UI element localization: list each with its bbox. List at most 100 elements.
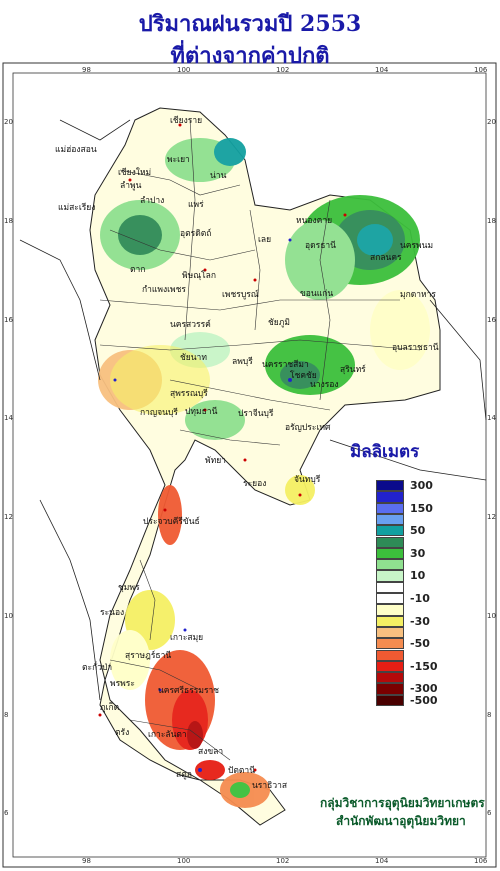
lon-tick: 104 bbox=[375, 857, 389, 865]
place-label: ประจวบคีรีขันธ์ bbox=[143, 517, 200, 527]
lat-tick: 10 bbox=[4, 612, 13, 620]
place-label: ภูเก็ต bbox=[100, 703, 120, 713]
place-label: เลย bbox=[258, 235, 272, 245]
place-label: นราธิวาส bbox=[252, 781, 288, 791]
place-label: พัทยา bbox=[205, 456, 226, 466]
lat-tick: 8 bbox=[487, 711, 492, 719]
legend-label: -30 bbox=[410, 614, 430, 628]
lat-tick: 18 bbox=[4, 217, 13, 225]
lat-tick: 14 bbox=[4, 414, 13, 422]
lat-tick: 14 bbox=[487, 414, 496, 422]
legend-swatch bbox=[376, 593, 404, 605]
place-label: ตาก bbox=[130, 265, 146, 275]
place-label: เชียงราย bbox=[170, 116, 203, 126]
place-label: อรัญประเทศ bbox=[285, 423, 331, 433]
place-label: ปราจีนบุรี bbox=[238, 409, 274, 419]
anomaly-patches bbox=[98, 138, 430, 808]
legend-swatch bbox=[376, 672, 404, 684]
lon-tick: 100 bbox=[177, 66, 191, 74]
legend-label: -50 bbox=[410, 637, 430, 651]
place-label: ปทุมธานี bbox=[185, 407, 218, 417]
legend-label: 300 bbox=[410, 479, 433, 492]
place-label: อุตรดิตถ์ bbox=[180, 229, 212, 239]
legend-swatch bbox=[376, 660, 404, 673]
credit-line-2: สำนักพัฒนาอุตุนิยมวิทยา bbox=[336, 814, 466, 828]
place-label: สุรินทร์ bbox=[340, 365, 366, 375]
place-label: สุพรรณบุรี bbox=[170, 389, 208, 399]
place-label: กำแพงเพชร bbox=[142, 285, 186, 295]
place-label: อุดรธานี bbox=[305, 241, 336, 251]
legend-swatch bbox=[376, 626, 404, 639]
place-label: นครพนม bbox=[400, 241, 434, 251]
lat-tick: 8 bbox=[4, 711, 9, 719]
place-label: เชียงใหม่ bbox=[118, 168, 152, 178]
lon-tick: 102 bbox=[276, 857, 290, 865]
legend-swatch bbox=[376, 694, 404, 706]
legend-swatch bbox=[376, 513, 404, 526]
lon-tick: 98 bbox=[82, 857, 91, 865]
place-label: ลพบุรี bbox=[232, 357, 253, 367]
legend-label: 150 bbox=[410, 501, 433, 515]
place-label: ขอนแก่น bbox=[300, 289, 334, 299]
place-label: น่าน bbox=[210, 171, 227, 181]
place-label: เกาะสมุย bbox=[170, 633, 204, 643]
place-label: เพชรบูรณ์ bbox=[222, 290, 259, 300]
place-label: แพร่ bbox=[188, 200, 204, 210]
lat-tick: 6 bbox=[4, 809, 9, 817]
legend-label: -500 bbox=[410, 693, 438, 707]
place-label: ลำปาง bbox=[140, 196, 165, 206]
legend-swatch bbox=[376, 615, 404, 627]
legend-swatch bbox=[376, 638, 404, 650]
place-label: อุบลราชธานี bbox=[392, 343, 439, 353]
legend-swatch bbox=[376, 649, 404, 661]
place-label: สุราษฎร์ธานี bbox=[125, 651, 172, 661]
map-subtitle: ที่ต่างจากค่าปกติ bbox=[170, 43, 330, 69]
lon-tick: 106 bbox=[474, 66, 488, 74]
legend-label: -150 bbox=[410, 659, 438, 673]
place-label: สงขลา bbox=[198, 747, 224, 757]
legend-swatch bbox=[376, 525, 404, 537]
province-boundaries bbox=[99, 119, 421, 761]
place-label: พรพระ bbox=[110, 679, 135, 689]
place-label: ตะกั่วป่า bbox=[82, 663, 113, 673]
legend-swatch bbox=[376, 683, 404, 695]
legend-swatch bbox=[376, 559, 404, 571]
place-label: ระยอง bbox=[243, 479, 267, 489]
place-label: นางรอง bbox=[310, 380, 339, 390]
legend-label: -300 bbox=[410, 682, 438, 696]
lon-tick: 98 bbox=[82, 66, 91, 74]
place-label: พะเยา bbox=[167, 155, 190, 165]
lat-tick: 20 bbox=[487, 118, 496, 126]
place-label: กาญจนบุรี bbox=[140, 408, 178, 418]
legend-swatch bbox=[376, 480, 404, 492]
lat-tick: 12 bbox=[4, 513, 13, 521]
place-label: แม่ฮ่องสอน bbox=[55, 145, 97, 155]
station-dots bbox=[98, 123, 347, 772]
place-label: มุกดาหาร bbox=[400, 290, 436, 300]
country-outline bbox=[89, 107, 441, 826]
map-title: ปริมาณฝนรวมปี 2553 bbox=[138, 11, 362, 37]
lat-tick: 12 bbox=[487, 513, 496, 521]
legend-swatch bbox=[376, 547, 404, 560]
place-label: นครราชสีมา bbox=[262, 360, 309, 370]
lon-tick: 102 bbox=[276, 66, 290, 74]
place-label: จันทบุรี bbox=[294, 475, 321, 485]
place-label: ลำพูน bbox=[120, 181, 142, 191]
place-label: ปัตตานี bbox=[228, 766, 256, 776]
legend-swatch bbox=[376, 604, 404, 616]
lat-tick: 18 bbox=[487, 217, 496, 225]
legend-swatch bbox=[376, 536, 404, 548]
place-label: นครสวรรค์ bbox=[170, 320, 211, 330]
place-label: หนองคาย bbox=[296, 216, 333, 226]
place-label: ชัยภูมิ bbox=[268, 318, 290, 328]
lat-tick: 6 bbox=[487, 809, 492, 817]
legend-label: 10 bbox=[410, 569, 426, 583]
neighbour-borders bbox=[19, 119, 487, 701]
lon-tick: 100 bbox=[177, 857, 191, 865]
place-label: สกลนคร bbox=[370, 253, 402, 263]
lat-tick: 10 bbox=[487, 612, 496, 620]
place-label: เกาะลันตา bbox=[148, 730, 187, 740]
place-label: ชุมพร bbox=[118, 583, 140, 593]
legend-unit-label: มิลลิเมตร bbox=[350, 442, 420, 462]
